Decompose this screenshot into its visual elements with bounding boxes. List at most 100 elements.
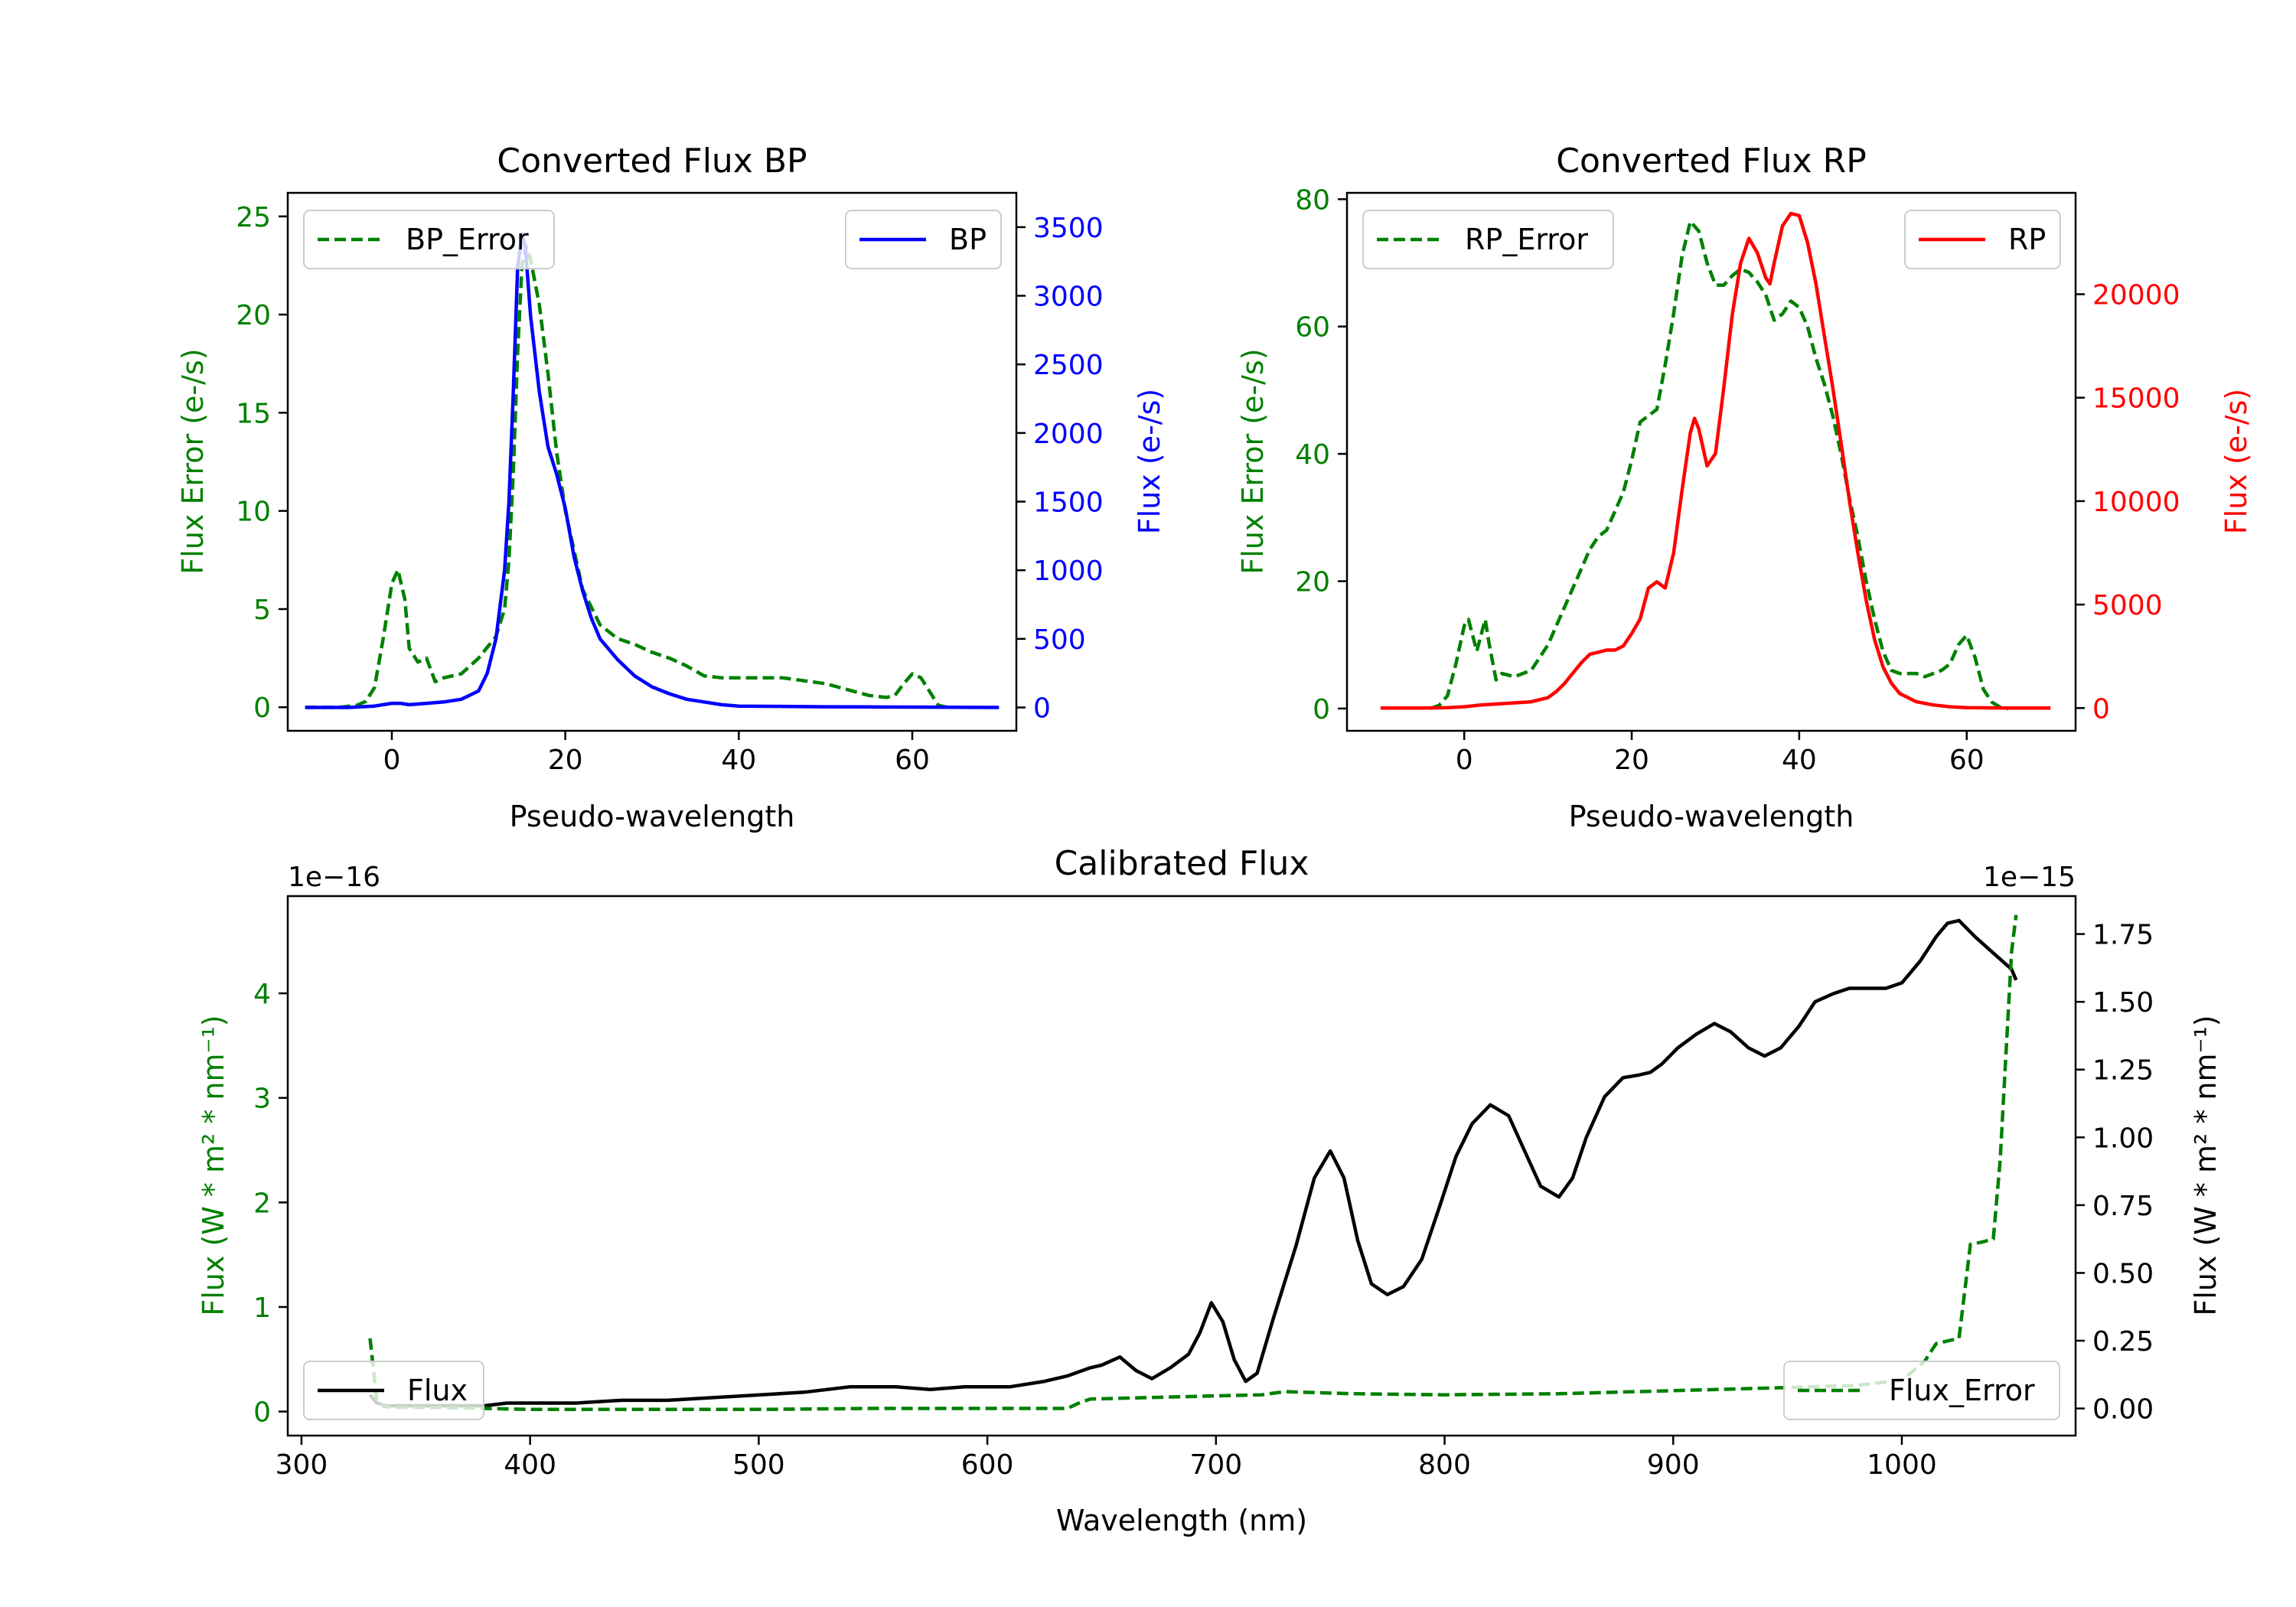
rp-y-left-tick-label: 60 bbox=[1295, 312, 1330, 344]
bp-y-left-tick-label: 5 bbox=[253, 595, 271, 626]
rp-y-right-tick-label: 15000 bbox=[2092, 383, 2180, 415]
cal-x-tick-label: 700 bbox=[1189, 1449, 1242, 1481]
bp-y-right-tick-label: 1500 bbox=[1033, 487, 1104, 519]
cal-y-right-tick-label: 0.00 bbox=[2092, 1394, 2154, 1426]
cal-x-tick-label: 1000 bbox=[1867, 1449, 1937, 1481]
cal-offset-left: 1e−16 bbox=[288, 862, 380, 893]
bp-legend-right: BP bbox=[845, 210, 1002, 269]
cal-y-right-tick-label: 0.50 bbox=[2092, 1258, 2154, 1289]
rp-y-right-ticks: 0 5000 10000 15000 20000 bbox=[2076, 279, 2180, 725]
bp-legend-right-label: BP bbox=[949, 223, 987, 256]
bp-x-tick-label: 20 bbox=[548, 745, 583, 776]
cal-y-right-tick-label: 0.25 bbox=[2092, 1326, 2154, 1358]
cal-legend-right: Flux_Error bbox=[1783, 1361, 2060, 1420]
cal-x-tick-label: 300 bbox=[276, 1449, 328, 1481]
cal-y-left-tick-label: 0 bbox=[253, 1397, 271, 1429]
bp-plot-frame bbox=[286, 191, 1018, 732]
rp-x-tick-label: 60 bbox=[1949, 745, 1985, 776]
rp-x-axis-label: Pseudo-wavelength bbox=[1569, 800, 1854, 833]
rp-y-left-tick-label: 40 bbox=[1295, 439, 1330, 471]
cal-legend-left: Flux bbox=[303, 1361, 484, 1420]
rp-x-tick-label: 40 bbox=[1782, 745, 1817, 776]
cal-y-left-tick-label: 3 bbox=[253, 1084, 271, 1115]
rp-legend-right-label: RP bbox=[2008, 223, 2046, 256]
rp-legend-left-label: RP_Error bbox=[1465, 223, 1588, 256]
cal-y-right-ticks: 0.00 0.25 0.50 0.75 1.00 1.25 1.50 1.75 bbox=[2076, 920, 2154, 1426]
bp-legend-left: BP_Error bbox=[303, 210, 555, 269]
rp-y-right-tick-label: 0 bbox=[2092, 693, 2110, 725]
rp-legend-left: RP_Error bbox=[1362, 210, 1614, 269]
bp-legend-left-label: BP_Error bbox=[406, 223, 529, 256]
cal-x-axis-label: Wavelength (nm) bbox=[1056, 1504, 1307, 1537]
bp-series-bp bbox=[305, 232, 1000, 709]
cal-x-tick-label: 600 bbox=[961, 1449, 1014, 1481]
bp-y-right-tick-label: 3000 bbox=[1033, 282, 1104, 313]
chart-rp: Converted Flux RP 0 20 40 60 0 20 40 60 80 0 500… bbox=[1236, 142, 2253, 833]
cal-x-tick-label: 400 bbox=[504, 1449, 556, 1481]
rp-y-left-tick-label: 0 bbox=[1313, 694, 1330, 725]
bp-x-tick-label: 60 bbox=[895, 745, 930, 776]
bp-y-left-tick-label: 20 bbox=[236, 300, 271, 331]
bp-y-right-tick-label: 500 bbox=[1033, 624, 1086, 656]
cal-y-right-tick-label: 1.25 bbox=[2092, 1055, 2154, 1087]
cal-legend-right-label: Flux_Error bbox=[1889, 1374, 2035, 1407]
cal-x-tick-label: 800 bbox=[1418, 1449, 1471, 1481]
bp-y-right-tick-label: 0 bbox=[1033, 693, 1051, 725]
rp-x-tick-label: 0 bbox=[1456, 745, 1473, 776]
bp-y-left-ticks: 0 5 10 15 20 25 bbox=[236, 202, 288, 724]
rp-y-left-tick-label: 80 bbox=[1295, 184, 1330, 216]
cal-y-right-tick-label: 1.75 bbox=[2092, 920, 2154, 951]
rp-y-right-tick-label: 5000 bbox=[2092, 590, 2163, 621]
rp-series-rp-error bbox=[1430, 220, 2009, 711]
rp-y-right-axis-label: Flux (e-/s) bbox=[2219, 389, 2253, 534]
rp-y-left-tick-label: 20 bbox=[1295, 566, 1330, 598]
cal-legend-left-label: Flux bbox=[407, 1374, 468, 1407]
bp-y-right-tick-label: 1000 bbox=[1033, 556, 1104, 587]
rp-plot-frame bbox=[1345, 191, 2077, 732]
bp-series-bp-error bbox=[305, 244, 947, 709]
chart-bp: Converted Flux BP 0 20 40 60 0 5 10 15 20 25 0 50… bbox=[176, 142, 1166, 833]
cal-legend-left-box bbox=[303, 1361, 484, 1420]
cal-y-right-axis-label: Flux (W * m² * nm⁻¹) bbox=[2189, 1015, 2223, 1315]
cal-y-right-tick-label: 1.50 bbox=[2092, 987, 2154, 1019]
bp-y-left-tick-label: 10 bbox=[236, 497, 271, 528]
bp-y-right-tick-label: 2500 bbox=[1033, 350, 1104, 381]
cal-y-left-tick-label: 4 bbox=[253, 979, 271, 1010]
bp-x-ticks: 0 20 40 60 bbox=[383, 731, 930, 776]
cal-y-left-tick-label: 2 bbox=[253, 1188, 271, 1219]
rp-x-tick-label: 20 bbox=[1614, 745, 1649, 776]
cal-x-tick-label: 900 bbox=[1647, 1449, 1700, 1481]
bp-y-right-ticks: 0 500 1000 1500 2000 2500 3000 3500 bbox=[1016, 213, 1104, 725]
bp-y-right-tick-label: 3500 bbox=[1033, 213, 1104, 244]
bp-y-left-axis-label: Flux Error (e-/s) bbox=[176, 348, 210, 574]
rp-legend-right: RP bbox=[1904, 210, 2061, 269]
rp-y-right-tick-label: 20000 bbox=[2092, 279, 2180, 311]
bp-series-layer bbox=[305, 232, 1000, 709]
cal-x-tick-label: 500 bbox=[732, 1449, 785, 1481]
rp-y-left-axis-label: Flux Error (e-/s) bbox=[1236, 348, 1270, 574]
bp-x-axis-label: Pseudo-wavelength bbox=[510, 800, 795, 833]
bp-legend-left-box bbox=[303, 210, 555, 269]
cal-y-left-axis-label: Flux (W * m² * nm⁻¹) bbox=[197, 1015, 230, 1315]
bp-y-right-axis-label: Flux (e-/s) bbox=[1133, 389, 1166, 534]
bp-x-tick-label: 0 bbox=[383, 745, 401, 776]
rp-series-layer bbox=[1380, 211, 2051, 711]
cal-series-flux bbox=[368, 918, 2018, 1408]
rp-y-right-tick-label: 10000 bbox=[2092, 487, 2180, 518]
bp-title: Converted Flux BP bbox=[497, 142, 807, 181]
bp-x-tick-label: 40 bbox=[721, 745, 756, 776]
rp-y-left-ticks: 0 20 40 60 80 bbox=[1295, 184, 1347, 725]
cal-y-left-ticks: 0 1 2 3 4 bbox=[253, 979, 288, 1429]
cal-y-left-tick-label: 1 bbox=[253, 1292, 271, 1324]
rp-x-ticks: 0 20 40 60 bbox=[1456, 731, 1985, 776]
cal-title: Calibrated Flux bbox=[1055, 844, 1309, 883]
bp-y-left-tick-label: 15 bbox=[236, 398, 271, 429]
cal-offset-right: 1e−15 bbox=[1983, 862, 2076, 893]
chart-calibrated: Calibrated Flux 1e−16 1e−15 300 400 500 600… bbox=[197, 844, 2223, 1537]
bp-y-left-tick-label: 0 bbox=[253, 693, 271, 724]
cal-legend-right-box bbox=[1783, 1361, 2060, 1420]
bp-y-left-tick-label: 25 bbox=[236, 202, 271, 233]
cal-y-right-tick-label: 1.00 bbox=[2092, 1123, 2154, 1154]
cal-x-ticks: 300 400 500 600 700 800 900 1000 bbox=[276, 1436, 1937, 1481]
